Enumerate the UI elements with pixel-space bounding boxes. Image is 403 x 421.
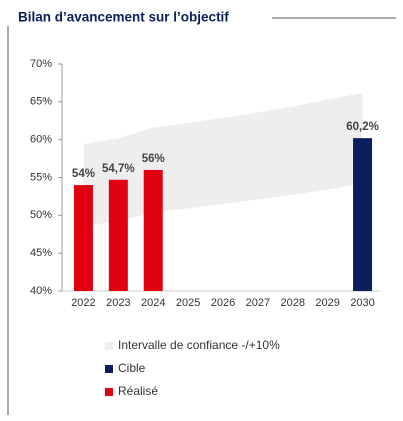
legend-swatch: [105, 365, 113, 373]
y-tick-label: 45%: [30, 247, 52, 259]
x-tick-label: 2024: [141, 297, 165, 309]
value-label: 54%: [72, 168, 95, 180]
y-tick-label: 70%: [30, 58, 52, 70]
bar: [73, 185, 93, 291]
value-label: 54,7%: [102, 163, 135, 175]
legend-swatch: [105, 388, 113, 396]
legend-label: Cible: [118, 361, 146, 375]
bar: [108, 179, 128, 291]
x-tick-label: 2026: [211, 297, 235, 309]
bar: [353, 138, 373, 291]
legend-swatch: [105, 342, 113, 350]
chart-title: Bilan d’avancement sur l’objectif: [18, 10, 229, 25]
value-label: 56%: [142, 153, 165, 165]
x-tick-label: 2028: [281, 297, 305, 309]
y-tick-label: 65%: [30, 96, 52, 108]
y-tick-label: 40%: [30, 285, 52, 297]
y-tick-label: 55%: [30, 171, 52, 183]
x-tick-label: 2023: [106, 297, 130, 309]
x-tick-label: 2027: [246, 297, 270, 309]
x-tick-label: 2029: [315, 297, 339, 309]
x-tick-label: 2022: [71, 297, 95, 309]
bar: [143, 169, 163, 291]
y-tick-label: 50%: [30, 209, 52, 221]
value-label: 60,2%: [346, 121, 379, 133]
legend-label: Réalisé: [118, 384, 158, 398]
x-tick-label: 2030: [350, 297, 374, 309]
legend-label: Intervalle de confiance -/+10%: [118, 338, 280, 352]
y-tick-label: 60%: [30, 134, 52, 146]
x-tick-label: 2025: [176, 297, 200, 309]
